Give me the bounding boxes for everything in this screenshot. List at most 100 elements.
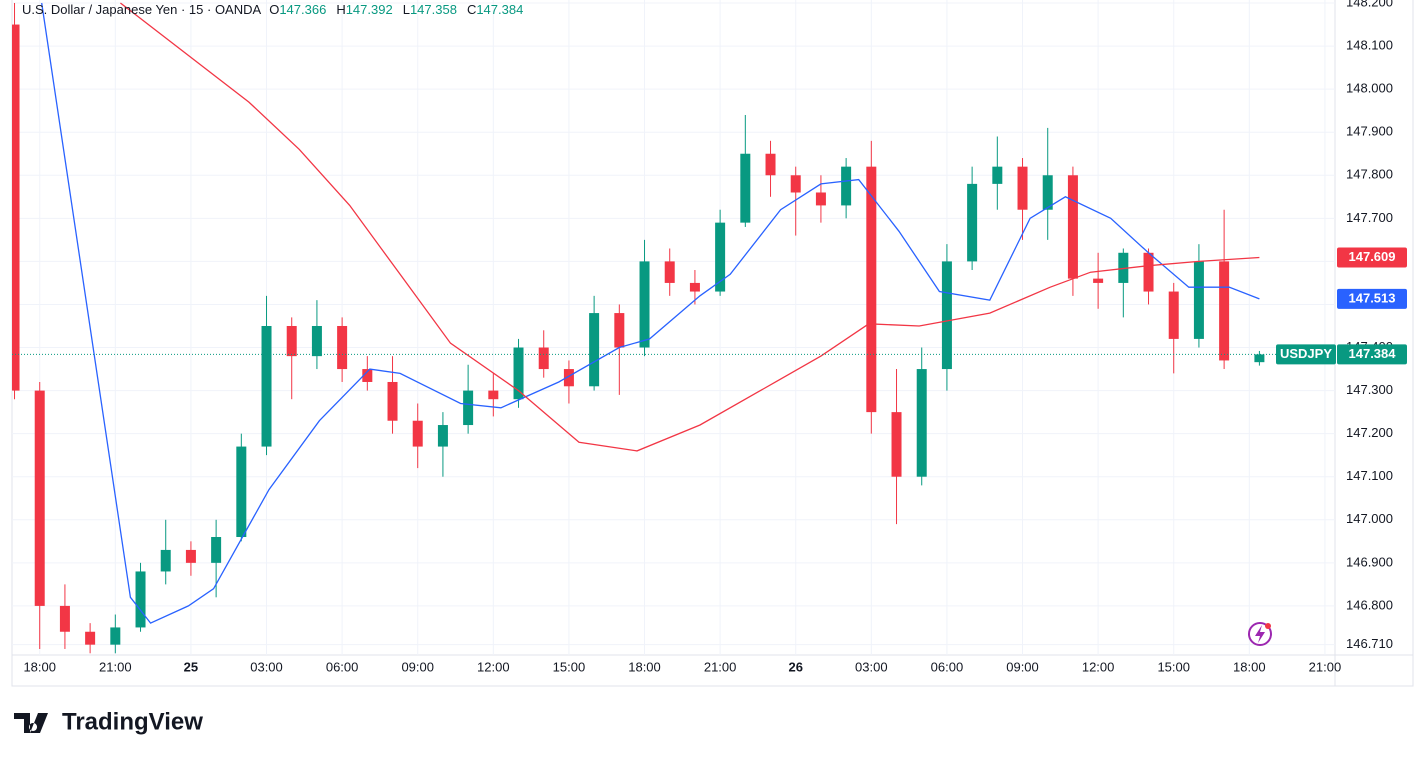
y-tick-label: 147.900	[1346, 124, 1393, 139]
y-tick-label: 146.710	[1346, 636, 1393, 651]
x-tick-label: 21:00	[99, 659, 132, 674]
candle-body	[891, 412, 902, 477]
candle-body	[513, 347, 524, 400]
y-tick-label: 146.800	[1346, 597, 1393, 612]
y-tick-label: 148.100	[1346, 38, 1393, 53]
x-tick-label: 15:00	[1157, 659, 1190, 674]
candle-body	[437, 425, 448, 447]
ohlc-label: H	[336, 2, 345, 17]
price-tag-label: 147.609	[1349, 249, 1396, 264]
candle-body	[1118, 252, 1129, 283]
candle-body	[941, 261, 952, 370]
moving-average-line	[120, 2, 1260, 452]
candle-body	[160, 549, 171, 572]
y-tick-label: 147.200	[1346, 425, 1393, 440]
x-tick-label: 21:00	[1309, 659, 1342, 674]
candle-body	[236, 446, 247, 538]
y-tick-label: 148.000	[1346, 81, 1393, 96]
price-tag	[1337, 247, 1407, 268]
ohlc-value: 147.392	[346, 2, 393, 17]
candle-body	[1219, 261, 1230, 361]
candle-body	[286, 325, 297, 357]
y-tick-label: 147.000	[1346, 511, 1393, 526]
y-tick-label: 147.700	[1346, 210, 1393, 225]
candle-body	[765, 153, 776, 176]
moving-average-line	[41, 2, 1260, 624]
candle-body	[85, 631, 96, 645]
candle-body	[689, 282, 700, 292]
x-tick-label: 09:00	[401, 659, 434, 674]
header-title: U.S. Dollar / Japanese Yen · 15 · OANDA	[22, 2, 262, 17]
x-tick-label: 25	[184, 659, 198, 674]
candle-body	[815, 192, 826, 206]
candle-body	[337, 325, 348, 370]
y-tick-label: 146.900	[1346, 554, 1393, 569]
candle-body	[311, 325, 322, 357]
candle-body	[639, 261, 650, 348]
candle-body	[589, 313, 600, 387]
candle-body	[538, 347, 549, 370]
alert-icon[interactable]	[1248, 622, 1272, 646]
ohlc-label: O	[269, 2, 279, 17]
candle-body	[1067, 175, 1078, 279]
candle-body	[1042, 175, 1053, 210]
price-tag-label: 147.384	[1349, 346, 1397, 361]
price-tag-label: 147.513	[1349, 290, 1396, 305]
candle-body	[1168, 291, 1179, 339]
candle-body	[110, 627, 121, 645]
brand-name: TradingView	[62, 708, 203, 735]
candle-body	[488, 390, 499, 400]
x-tick-label: 21:00	[704, 659, 737, 674]
ohlc-value: 147.358	[410, 2, 457, 17]
candle-body	[12, 24, 20, 391]
x-tick-label: 12:00	[477, 659, 510, 674]
candle-body	[614, 313, 625, 348]
candle-body	[135, 571, 146, 628]
axes: 146.710 146.800 146.900 147.000 147.100 147.2…	[23, 0, 1393, 674]
x-tick-label: 03:00	[250, 659, 283, 674]
y-tick-label: 147.800	[1346, 167, 1393, 182]
x-tick-label: 15:00	[553, 659, 586, 674]
symbol-tag	[1276, 344, 1336, 365]
y-tick-label: 148.200	[1346, 0, 1393, 9]
logo[interactable]: TradingView	[14, 708, 203, 735]
grid	[12, 0, 1335, 655]
candle-body	[841, 166, 852, 206]
candle-body	[463, 390, 474, 426]
y-tick-label: 147.100	[1346, 468, 1393, 483]
candle-body	[664, 261, 675, 283]
x-tick-label: 18:00	[1233, 659, 1266, 674]
candle-body	[1143, 252, 1154, 292]
candle-body	[1193, 261, 1204, 339]
candle-body	[412, 420, 423, 447]
x-tick-label: 06:00	[326, 659, 359, 674]
candle-body	[790, 175, 801, 193]
x-tick-label: 09:00	[1006, 659, 1039, 674]
x-tick-label: 06:00	[931, 659, 964, 674]
x-tick-label: 26	[788, 659, 802, 674]
candle-body	[563, 369, 574, 387]
x-tick-label: 18:00	[23, 659, 56, 674]
candle-body	[715, 222, 726, 292]
candle-body	[967, 183, 978, 262]
candle-body	[387, 381, 398, 421]
candle-body	[916, 369, 927, 477]
ohlc-label: L	[403, 2, 410, 17]
price-tags: 147.513 147.609 USDJPY 147.384	[1276, 247, 1407, 365]
candle-body	[185, 549, 196, 563]
price-tag	[1337, 288, 1407, 309]
candle-body	[1017, 166, 1028, 210]
candle-body	[740, 153, 751, 223]
y-tick-label: 147.300	[1346, 382, 1393, 397]
candle-body	[992, 166, 1003, 184]
ohlc-value: 147.384	[476, 2, 523, 17]
candle-body	[261, 325, 272, 447]
ohlc-value: 147.366	[279, 2, 326, 17]
x-tick-label: 12:00	[1082, 659, 1115, 674]
candle-body	[34, 390, 45, 606]
x-tick-label: 03:00	[855, 659, 888, 674]
candle-body	[362, 369, 373, 382]
candle-body	[59, 605, 70, 632]
